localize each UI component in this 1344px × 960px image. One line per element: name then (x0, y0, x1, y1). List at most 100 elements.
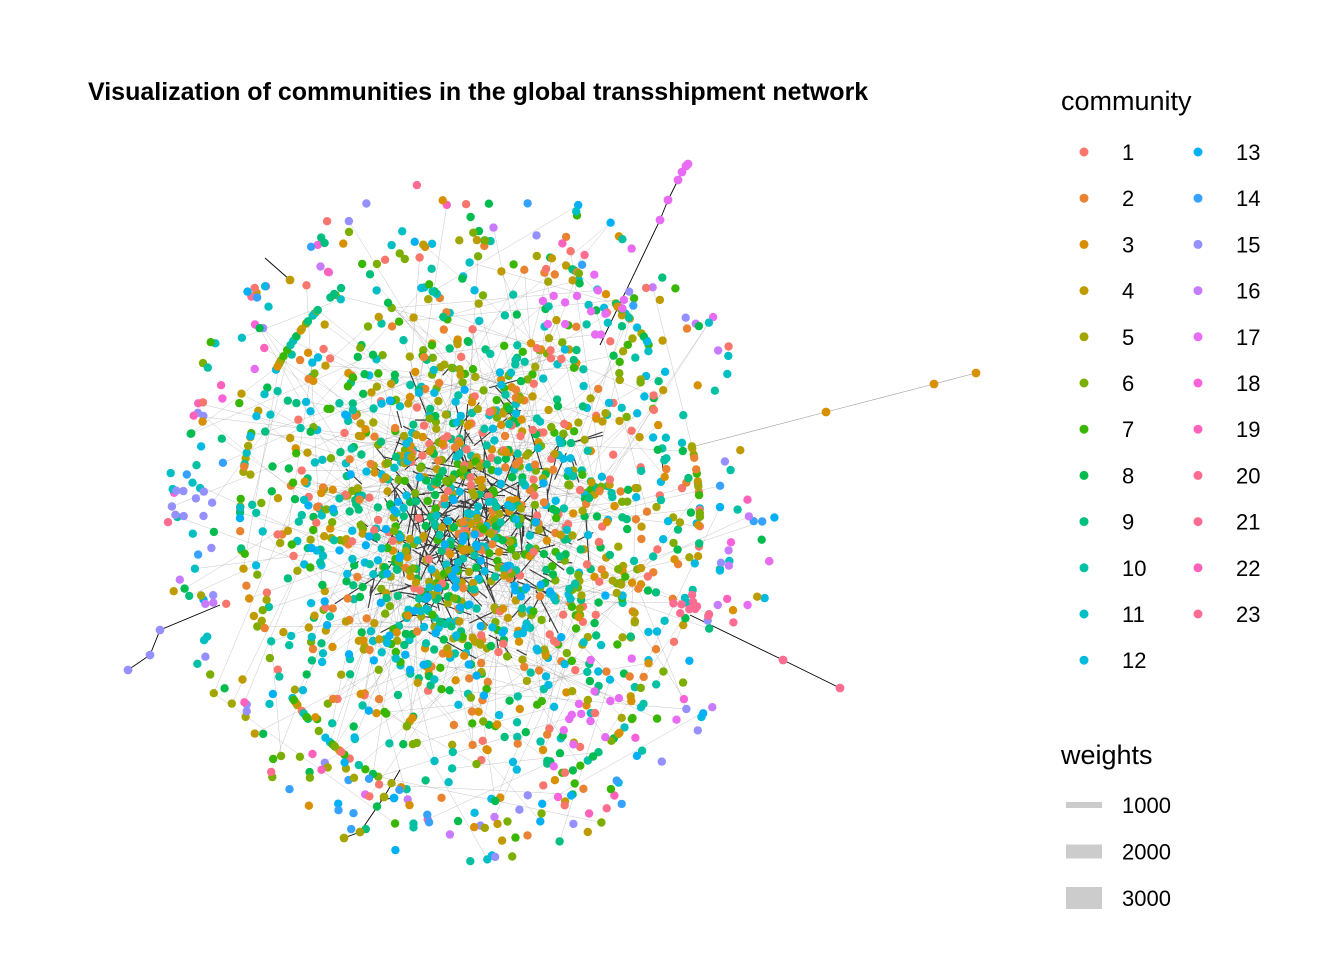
node (328, 719, 337, 728)
node (393, 591, 402, 601)
node (355, 592, 365, 602)
node (565, 584, 574, 594)
node (538, 296, 548, 306)
node (520, 662, 529, 672)
node (637, 466, 646, 476)
node (317, 639, 326, 648)
node (679, 694, 689, 704)
node (618, 513, 627, 522)
node (290, 495, 300, 504)
node (518, 655, 527, 664)
node (520, 265, 529, 274)
node (206, 338, 215, 347)
node (539, 549, 549, 559)
node (545, 630, 554, 639)
node (743, 600, 752, 610)
node (500, 341, 509, 350)
node (649, 391, 658, 400)
node (377, 544, 386, 553)
node (549, 762, 558, 771)
weights-legend-key-1000 (1066, 802, 1102, 808)
node (400, 640, 409, 650)
node (453, 816, 463, 826)
node (257, 616, 266, 625)
node (594, 384, 603, 394)
node (353, 484, 362, 493)
node (306, 563, 315, 572)
community-legend-label-18: 18 (1236, 371, 1260, 396)
node (547, 254, 557, 263)
node (413, 536, 422, 545)
node (579, 784, 588, 793)
spur-node (285, 275, 295, 285)
node (220, 684, 229, 693)
node (466, 693, 476, 702)
node (380, 707, 389, 717)
community-legend-label-13: 13 (1236, 140, 1260, 165)
node (298, 686, 308, 695)
node (344, 650, 354, 659)
node (317, 765, 326, 774)
node (474, 299, 483, 308)
node (414, 514, 423, 523)
node (677, 600, 686, 609)
node (416, 586, 425, 595)
node (555, 749, 565, 758)
node (401, 629, 410, 639)
node (469, 578, 478, 588)
node (695, 509, 705, 518)
node (390, 370, 400, 379)
node (590, 687, 599, 696)
node (349, 809, 358, 818)
node (617, 799, 626, 809)
node (235, 398, 244, 408)
node (744, 512, 754, 521)
node (447, 764, 457, 773)
node (249, 611, 259, 621)
node (542, 536, 552, 545)
node (512, 718, 522, 727)
node (354, 431, 364, 441)
node (656, 495, 666, 505)
node (401, 546, 410, 556)
node (365, 560, 374, 569)
node (412, 180, 422, 190)
node (526, 339, 536, 348)
community-legend-label-20: 20 (1236, 463, 1260, 488)
community-legend-key-11 (1079, 609, 1089, 619)
node (760, 593, 769, 603)
node (636, 683, 645, 693)
node (391, 647, 400, 657)
node (641, 283, 651, 293)
node (510, 581, 519, 591)
node (495, 509, 504, 519)
node (349, 773, 359, 782)
node (512, 515, 521, 524)
node (266, 410, 275, 419)
node (428, 353, 437, 362)
node (544, 302, 553, 311)
node (458, 632, 467, 641)
node (461, 200, 471, 209)
node (608, 576, 617, 585)
node (669, 637, 679, 646)
node (268, 689, 278, 699)
node (318, 551, 328, 560)
node (330, 742, 339, 751)
node (449, 495, 458, 505)
node (562, 648, 571, 658)
node (549, 702, 559, 711)
node (437, 793, 446, 802)
node (509, 260, 518, 269)
node (583, 695, 593, 705)
node (409, 313, 418, 322)
node (618, 304, 627, 313)
node (356, 689, 365, 699)
node (511, 385, 521, 395)
node (498, 628, 507, 637)
node (588, 752, 598, 761)
node (470, 530, 479, 539)
spur-node (673, 175, 683, 185)
node (547, 422, 556, 432)
